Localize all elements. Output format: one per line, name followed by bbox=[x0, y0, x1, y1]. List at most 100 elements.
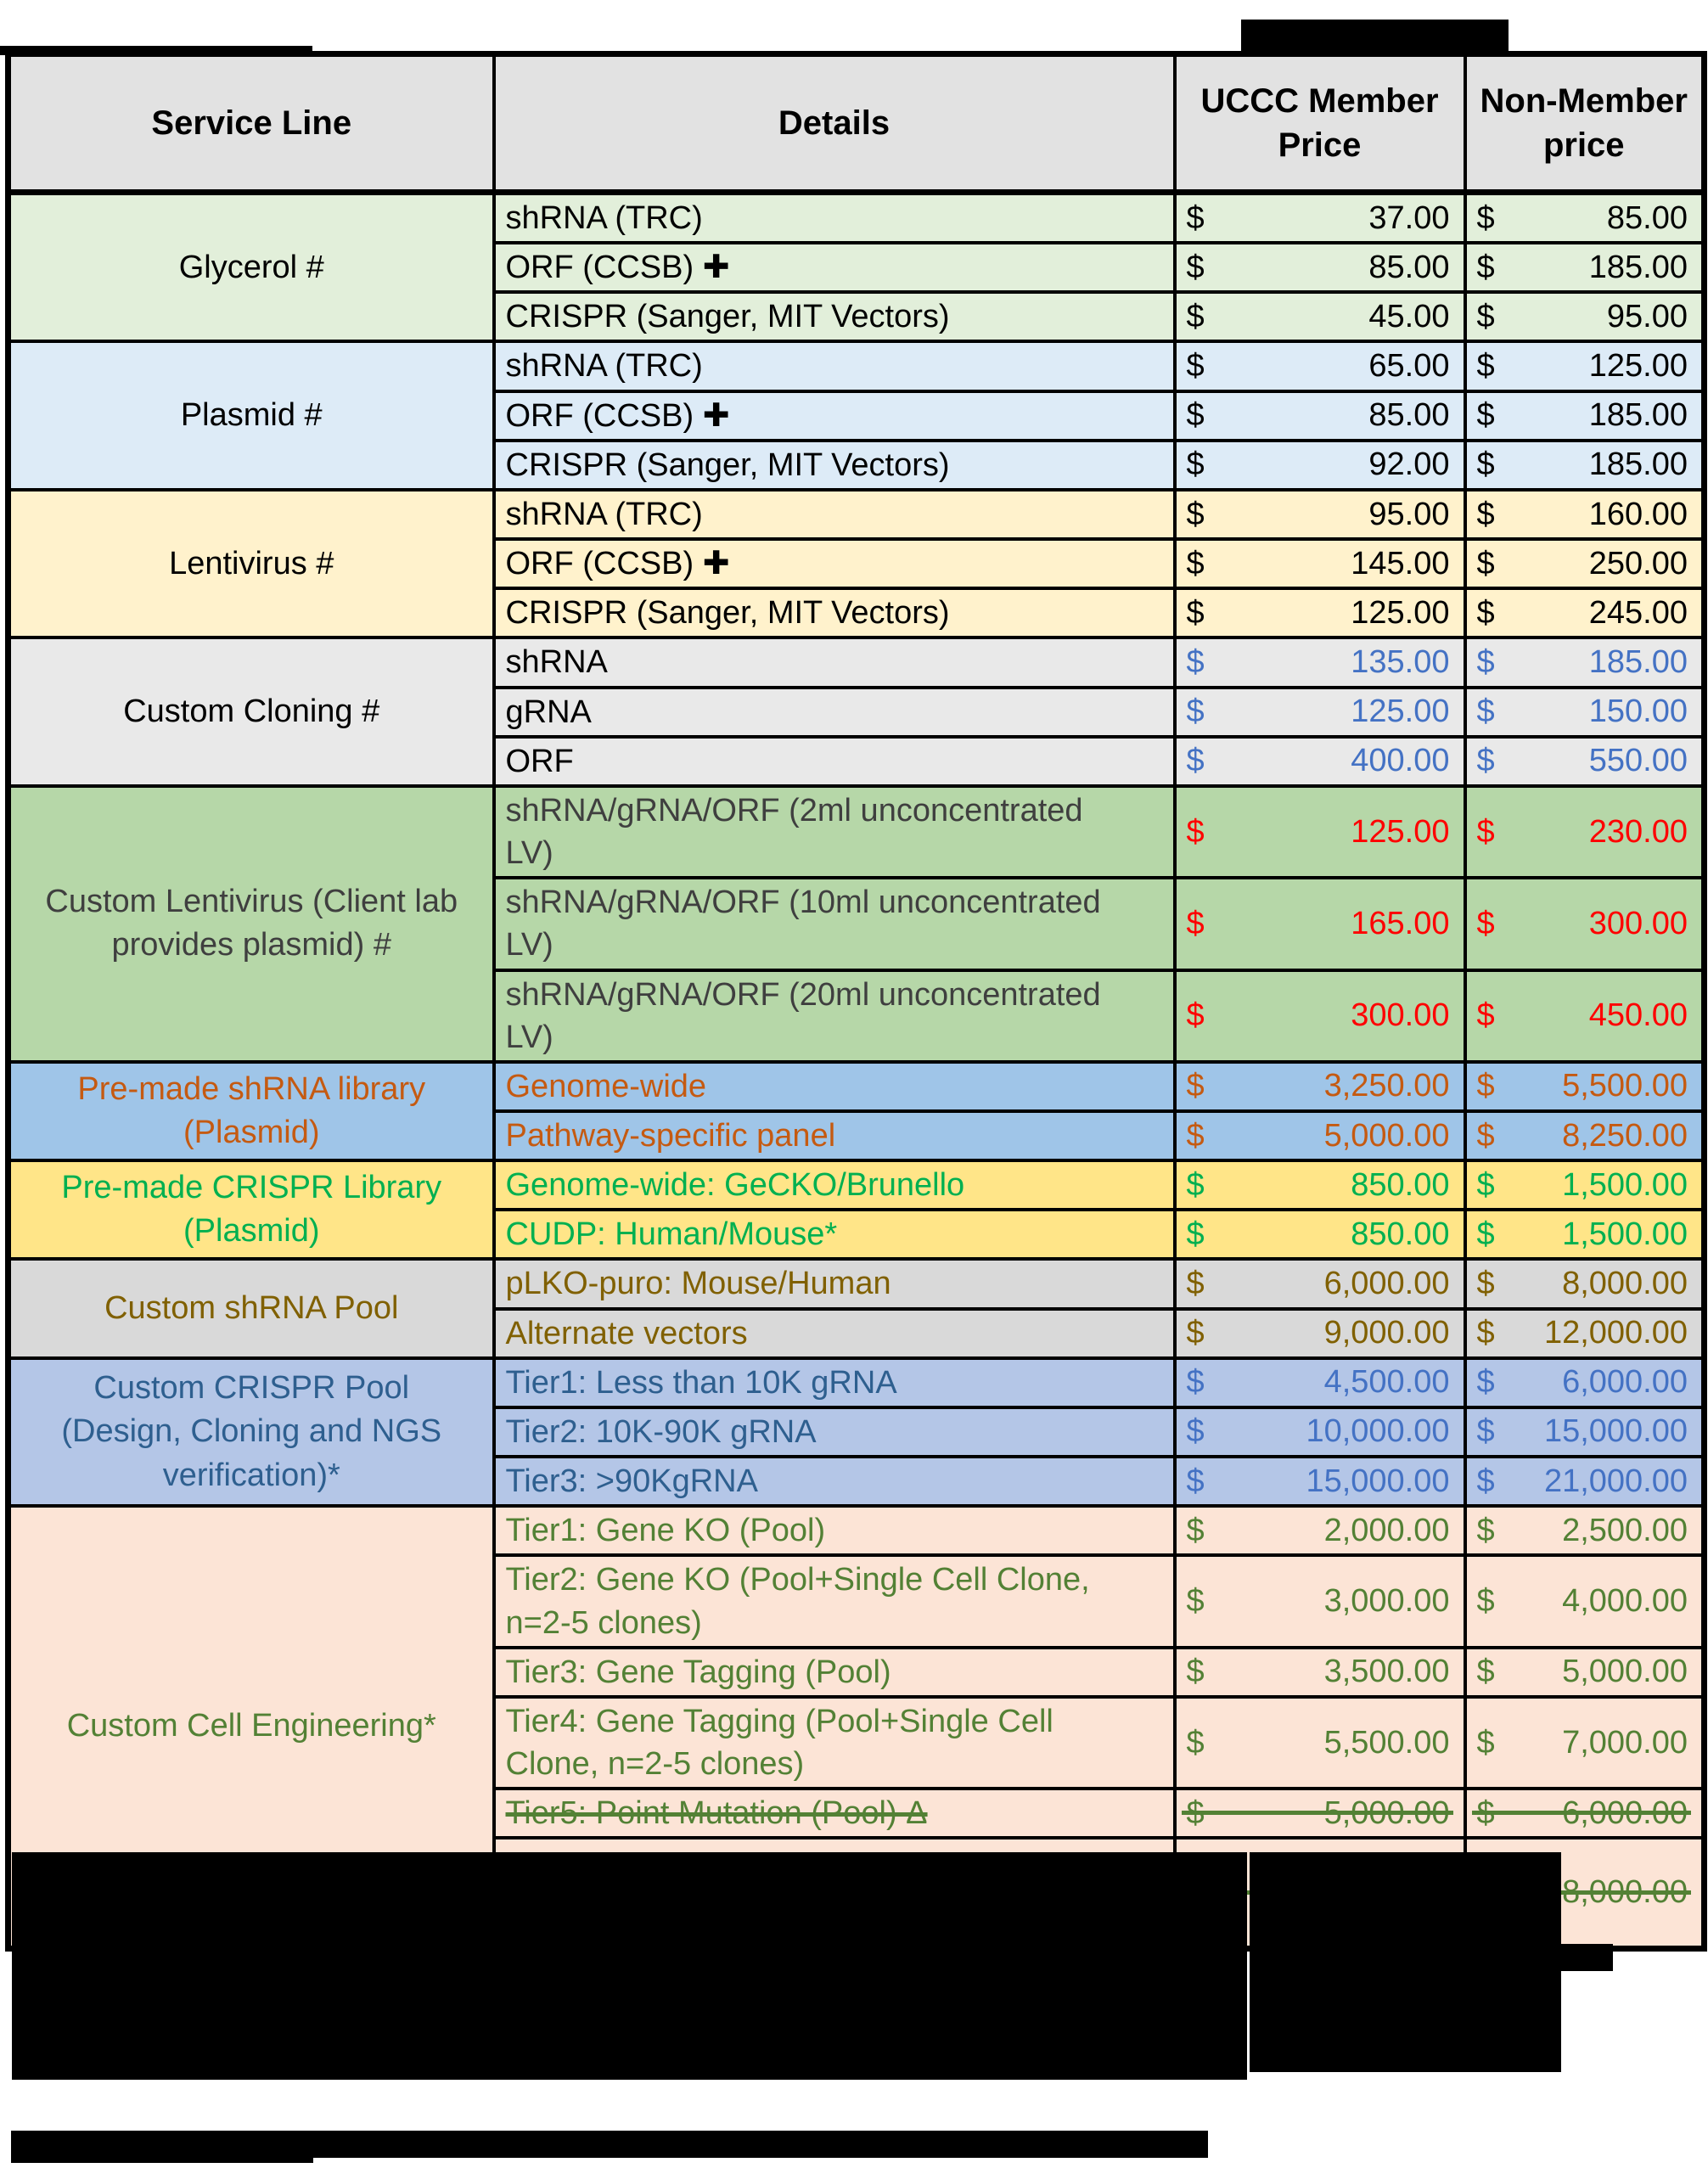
member-price-cell: $5,000.00 bbox=[1172, 1109, 1467, 1163]
nonmember-price-cell: $7,000.00 bbox=[1463, 1694, 1706, 1791]
detail-cell: pLKO-puro: Mouse/Human bbox=[492, 1257, 1177, 1311]
currency-symbol: $ bbox=[1186, 1463, 1205, 1499]
redaction-block bbox=[11, 2156, 313, 2163]
nonmember-price-cell: $4,000.00 bbox=[1463, 1553, 1706, 1649]
table-row: Custom Cell Engineering* Tier1: Gene KO (… bbox=[6, 1504, 1706, 1951]
detail-text: shRNA/gRNA/ORF (2ml unconcentrated LV) bbox=[505, 792, 1083, 872]
price-value: 92.00 bbox=[1368, 447, 1450, 483]
table-row: ORF (CCSB) ✚ $85.00 $185.00 bbox=[8, 389, 1706, 442]
price-value: 85.00 bbox=[1368, 249, 1450, 285]
table-row: CRISPR (Sanger, MIT Vectors) $92.00 $185.0… bbox=[8, 438, 1706, 491]
price-value: 245.00 bbox=[1588, 594, 1688, 631]
redaction-block bbox=[1241, 20, 1509, 53]
detail-cell: ORF (CCSB) ✚ bbox=[492, 389, 1177, 442]
price-value: 95.00 bbox=[1606, 298, 1688, 334]
detail-cell: CRISPR (Sanger, MIT Vectors) bbox=[492, 290, 1177, 344]
service-line-label: Glycerol # bbox=[6, 190, 496, 344]
nonmember-price-cell: $2,500.00 bbox=[1463, 1504, 1706, 1558]
detail-cell: Tier3: Gene Tagging (Pool) bbox=[492, 1645, 1177, 1699]
table-row: Custom CRISPR Pool (Design, Cloning and … bbox=[6, 1356, 1706, 1508]
currency-symbol: $ bbox=[1476, 1512, 1495, 1548]
detail-text: Tier1: Less than 10K gRNA bbox=[505, 1364, 897, 1401]
detail-cell: CRISPR (Sanger, MIT Vectors) bbox=[492, 587, 1177, 640]
currency-symbol: $ bbox=[1476, 1583, 1495, 1620]
header-service-line: Service Line bbox=[6, 52, 496, 195]
currency-symbol: $ bbox=[1186, 1266, 1205, 1302]
price-value: 12,000.00 bbox=[1543, 1315, 1688, 1351]
nonmember-price-cell: $160.00 bbox=[1463, 487, 1706, 542]
member-price-cell: $145.00 bbox=[1172, 537, 1467, 591]
price-value: 9,000.00 bbox=[1323, 1315, 1450, 1351]
currency-symbol: $ bbox=[1186, 1117, 1205, 1154]
currency-symbol: $ bbox=[1476, 298, 1495, 334]
member-price-cell: $125.00 bbox=[1172, 784, 1467, 880]
detail-text: CRISPR (Sanger, MIT Vectors) bbox=[505, 595, 950, 632]
currency-symbol: $ bbox=[1476, 397, 1495, 434]
price-value: 2,000.00 bbox=[1323, 1512, 1450, 1548]
detail-cell: Tier5: Point Mutation (Pool) Δ bbox=[492, 1787, 1177, 1840]
service-line-label: Lentivirus # bbox=[6, 487, 496, 640]
detail-text: Genome-wide: GeCKO/Brunello bbox=[505, 1167, 965, 1204]
service-line-label: Custom Lentivirus (Client lab provides p… bbox=[6, 784, 496, 1064]
nonmember-price-cell: $245.00 bbox=[1463, 587, 1706, 640]
detail-cell: Genome-wide: GeCKO/Brunello bbox=[492, 1159, 1177, 1212]
detail-cell: CRISPR (Sanger, MIT Vectors) bbox=[492, 438, 1177, 491]
member-price-cell: $3,000.00 bbox=[1172, 1553, 1467, 1649]
price-value: 6,000.00 bbox=[1323, 1266, 1450, 1302]
detail-cell: ORF (CCSB) ✚ bbox=[492, 537, 1177, 591]
currency-symbol: $ bbox=[1186, 496, 1205, 532]
detail-text: shRNA (TRC) bbox=[505, 348, 703, 385]
detail-cell: gRNA bbox=[492, 685, 1177, 739]
price-value: 160.00 bbox=[1588, 496, 1688, 532]
detail-text: gRNA bbox=[505, 694, 592, 730]
currency-symbol: $ bbox=[1476, 1463, 1495, 1499]
price-value: 4,500.00 bbox=[1323, 1364, 1450, 1401]
currency-symbol: $ bbox=[1186, 1413, 1205, 1450]
header-nonmember-price: Non-Member price bbox=[1463, 52, 1706, 195]
nonmember-price-cell: $6,000.00 bbox=[1463, 1356, 1706, 1409]
table-row: Tier5: Point Mutation (Pool) Δ $5,000.00 $… bbox=[8, 1787, 1706, 1840]
currency-symbol: $ bbox=[1476, 1364, 1495, 1401]
detail-cell: Tier2: 10K-90K gRNA bbox=[492, 1405, 1177, 1459]
currency-symbol: $ bbox=[1476, 1216, 1495, 1252]
nonmember-price-cell: $250.00 bbox=[1463, 537, 1706, 591]
currency-symbol: $ bbox=[1476, 813, 1495, 850]
price-value: 37.00 bbox=[1368, 199, 1450, 236]
member-price-cell: $2,000.00 bbox=[1172, 1504, 1467, 1558]
currency-symbol: $ bbox=[1476, 694, 1495, 730]
detail-text: Alternate vectors bbox=[505, 1315, 748, 1351]
header-details: Details bbox=[492, 52, 1177, 195]
price-value: 135.00 bbox=[1351, 643, 1450, 680]
currency-symbol: $ bbox=[1476, 249, 1495, 285]
nonmember-price-cell: $8,250.00 bbox=[1463, 1109, 1706, 1163]
price-value: 125.00 bbox=[1351, 813, 1450, 850]
table-row: Pre-made shRNA library (Plasmid) Genome-w… bbox=[6, 1059, 1706, 1163]
table-row: shRNA/gRNA/ORF (10ml unconcentrated LV) $… bbox=[8, 876, 1706, 972]
table-row: Tier3: >90KgRNA $15,000.00 $21,000.00 bbox=[8, 1455, 1706, 1508]
detail-text: shRNA bbox=[505, 644, 608, 681]
table-row: CUDP: Human/Mouse* $850.00 $1,500.00 bbox=[8, 1208, 1706, 1261]
detail-text: ORF (CCSB) ✚ bbox=[505, 250, 730, 286]
detail-text: pLKO-puro: Mouse/Human bbox=[505, 1266, 891, 1302]
currency-symbol: $ bbox=[1476, 199, 1495, 236]
detail-text: shRNA/gRNA/ORF (10ml unconcentrated LV) bbox=[505, 885, 1101, 963]
price-value: 6,000.00 bbox=[1562, 1794, 1688, 1831]
service-line-label: Plasmid # bbox=[6, 340, 496, 491]
price-value: 145.00 bbox=[1351, 545, 1450, 581]
detail-text: shRNA (TRC) bbox=[505, 496, 703, 532]
nonmember-price-cell: $185.00 bbox=[1463, 389, 1706, 442]
currency-symbol: $ bbox=[1186, 1068, 1205, 1104]
member-price-cell: $37.00 bbox=[1172, 190, 1467, 245]
detail-text: Tier3: Gene Tagging (Pool) bbox=[505, 1654, 891, 1690]
member-price-cell: $10,000.00 bbox=[1172, 1405, 1467, 1459]
currency-symbol: $ bbox=[1476, 1117, 1495, 1154]
currency-symbol: $ bbox=[1476, 447, 1495, 483]
price-value: 3,500.00 bbox=[1323, 1654, 1450, 1690]
price-value: 185.00 bbox=[1588, 397, 1688, 434]
table-row: Custom Cloning # shRNA $135.00 $185.00 bbox=[6, 636, 1706, 788]
member-price-cell: $45.00 bbox=[1172, 290, 1467, 344]
price-value: 45.00 bbox=[1368, 298, 1450, 334]
currency-symbol: $ bbox=[1476, 905, 1495, 941]
currency-symbol: $ bbox=[1186, 545, 1205, 581]
member-price-cell: $15,000.00 bbox=[1172, 1455, 1467, 1508]
